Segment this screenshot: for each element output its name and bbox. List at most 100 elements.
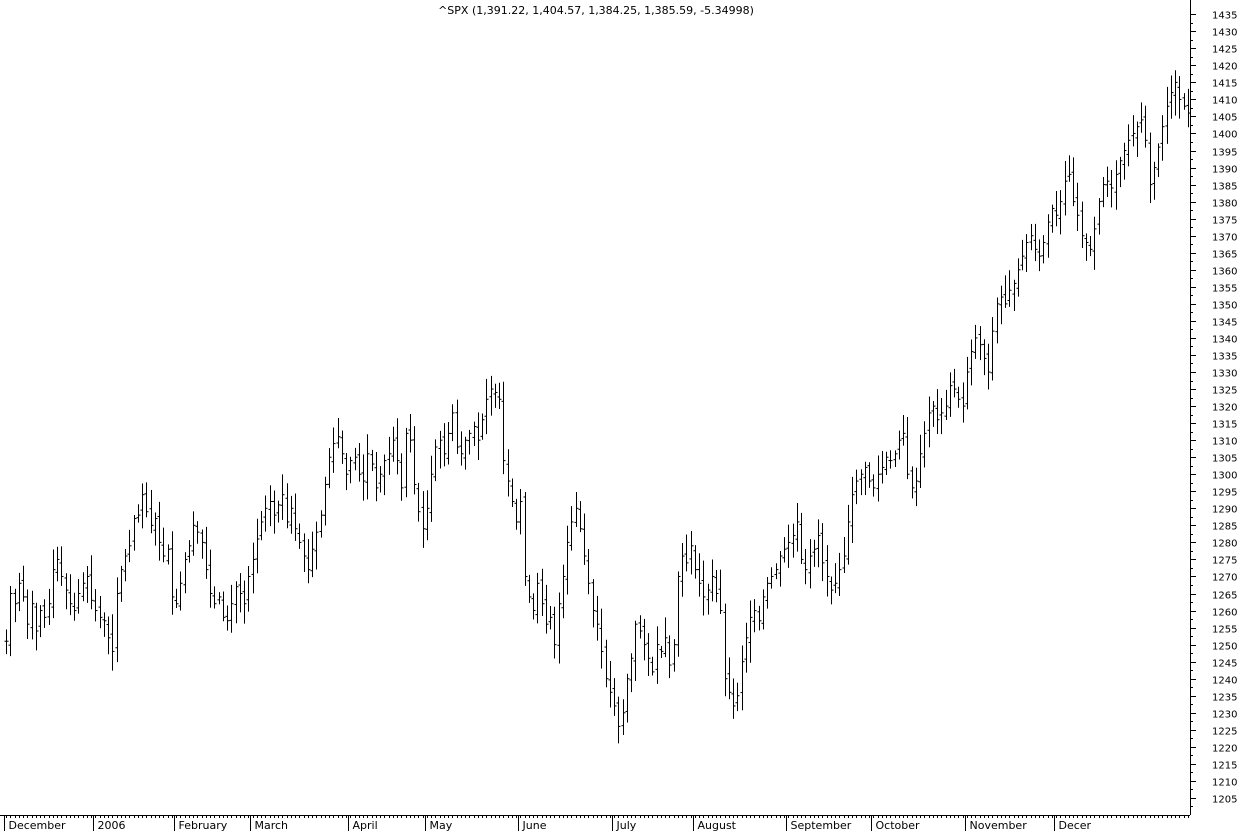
ohlc-bar [348,456,353,484]
ohlc-bar [1143,105,1148,148]
ohlc-bar [880,451,885,484]
ohlc-bar [710,559,715,602]
ohlc-bar [1186,88,1191,128]
ohlc-bar [127,529,132,563]
ohlc-bar [510,478,515,507]
ohlc-bar [297,523,302,549]
ohlc-bar [42,599,47,628]
ohlc-bar [586,548,591,595]
ohlc-bar [323,476,328,526]
ohlc-bar [684,534,689,572]
ohlc-bar [646,633,651,676]
ohlc-bar [544,584,549,634]
y-tick-label: 1245 [1212,659,1237,670]
ohlc-bar [34,602,39,651]
ohlc-bar [1118,156,1123,188]
ohlc-bar [1084,233,1089,261]
ohlc-bar [493,383,498,408]
ohlc-bar [825,545,830,597]
ohlc-bar [701,560,706,616]
ohlc-bar [47,588,52,626]
ohlc-bar [81,572,86,602]
ohlc-bar [757,605,762,631]
ohlc-bar [21,565,26,602]
ohlc-bar [795,503,800,552]
ohlc-bar [327,448,332,489]
ohlc-bar [455,399,460,455]
ohlc-bar [1050,204,1055,233]
ohlc-bar [85,566,90,603]
ohlc-bar [429,455,434,522]
ohlc-bar [404,427,409,498]
ohlc-bar [484,378,489,435]
y-tick-label: 1235 [1212,693,1237,704]
y-tick-label: 1405 [1212,113,1237,124]
ohlc-bar [973,324,978,359]
ohlc-bar [395,418,400,475]
ohlc-bar [98,595,103,629]
ohlc-bar [650,656,655,676]
ohlc-bar [982,339,987,376]
ohlc-bar [361,454,366,501]
ohlc-bar [1024,234,1029,272]
y-tick-label: 1380 [1212,199,1237,210]
ohlc-bar [893,450,898,467]
ohlc-bar [1182,93,1187,110]
ohlc-bar [370,449,375,472]
ohlc-bar [353,447,358,471]
ohlc-bar [425,490,430,541]
ohlc-bar [812,539,817,567]
ohlc-bar [922,421,927,468]
ohlc-bar [225,605,230,631]
ohlc-bar [110,614,115,671]
ohlc-bar [935,389,940,434]
ohlc-bar [1037,239,1042,272]
ohlc-bar [633,620,638,682]
ohlc-bar [595,595,600,641]
ohlc-bar [552,606,557,659]
ohlc-bar [246,565,251,612]
ohlc-bar [144,482,149,518]
ohlc-bar [638,615,643,639]
ohlc-bar [89,555,94,610]
ohlc-bar [263,495,268,532]
ohlc-bar [1135,121,1140,158]
ohlc-bar [591,579,596,628]
ohlc-bar [272,490,277,534]
ohlc-bar [59,546,64,586]
ohlc-bar [242,580,247,624]
ohlc-bar [527,574,532,603]
ohlc-bar [774,563,779,580]
ohlc-bar [489,375,494,416]
month-label: December [9,819,67,831]
ohlc-bar [540,568,545,616]
ohlc-bar [170,531,175,615]
y-tick-label: 1395 [1212,148,1237,159]
ohlc-bar [268,485,273,527]
ohlc-bar [51,549,56,619]
ohlc-bar [446,422,451,465]
y-tick-label: 1435 [1212,11,1237,22]
ohlc-bar [961,382,966,423]
ohlc-bar [1165,86,1170,144]
y-tick-label: 1260 [1212,608,1237,619]
ohlc-bar [506,449,511,497]
y-tick-label: 1275 [1212,556,1237,567]
month-label: March [255,819,289,831]
ohlc-bar [625,673,630,723]
ohlc-bar [480,413,485,440]
ohlc-bar [765,577,770,609]
ohlc-bar [714,569,719,603]
y-tick-label: 1300 [1212,471,1237,482]
y-tick-label: 1280 [1212,539,1237,550]
y-tick-label: 1220 [1212,744,1237,755]
ohlc-bar [740,645,745,711]
ohlc-bar [378,466,383,493]
ohlc-bar [438,430,443,469]
ohlc-bar [727,657,732,700]
chart-title: ^SPX (1,391.22, 1,404.57, 1,384.25, 1,38… [438,4,754,17]
ohlc-bar [569,506,574,551]
ohlc-bar [723,603,728,697]
ohlc-bar [331,427,336,473]
ohlc-bar [816,519,821,568]
